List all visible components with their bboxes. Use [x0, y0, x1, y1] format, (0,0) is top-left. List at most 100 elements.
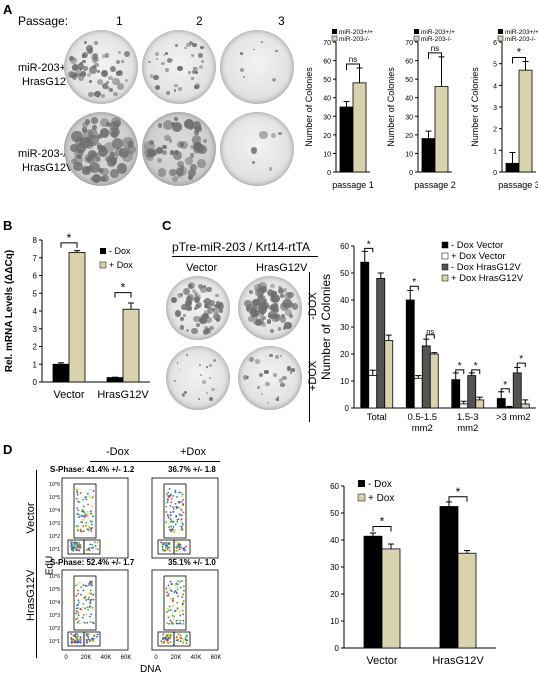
flow-event	[89, 543, 92, 546]
colony-dot	[99, 117, 110, 128]
bar	[368, 375, 378, 409]
colony-dot	[100, 93, 106, 99]
colony-dot	[189, 153, 195, 158]
colony-dot	[213, 358, 217, 362]
y-tick-label: 4	[33, 307, 38, 316]
flow-event	[169, 580, 172, 583]
flow-event	[161, 547, 164, 550]
colony-dot	[169, 150, 174, 155]
flow-event	[179, 614, 182, 617]
colony-dot	[185, 328, 190, 333]
flow-event	[177, 501, 180, 504]
edu-tick-label: 10^3	[49, 613, 60, 619]
c-category-label: >3 mm2	[496, 412, 531, 423]
edu-tick-label: 10^5	[49, 587, 60, 593]
flow-event	[87, 525, 90, 527]
legend-label: miR-203-/-	[505, 36, 536, 43]
y-tick-label: 4	[493, 83, 497, 90]
legend-label: miR-203-/-	[339, 36, 370, 43]
flow-event	[85, 613, 88, 616]
flow-event	[78, 601, 80, 604]
y-tick-label: 0	[335, 644, 340, 653]
colony-dot	[161, 61, 165, 65]
colony-dot	[276, 398, 279, 402]
colony-dot	[197, 397, 201, 401]
colony-dot	[83, 154, 93, 163]
significance-bracket	[516, 362, 526, 368]
significance-bracket	[500, 388, 510, 393]
colony-dot	[162, 150, 168, 156]
flow-event	[75, 497, 78, 500]
flow-event	[90, 530, 93, 533]
flow-event	[89, 604, 92, 607]
flow-event	[176, 547, 178, 549]
colony-dot	[117, 83, 124, 90]
colony-dot	[289, 371, 293, 374]
flow-event	[164, 547, 167, 549]
flow-event	[172, 622, 175, 625]
colony-dot	[278, 131, 282, 136]
bar	[434, 86, 449, 173]
flow-event	[165, 505, 168, 508]
colony-dot	[259, 130, 268, 140]
colony-dot	[179, 368, 182, 371]
flow-event	[172, 511, 175, 513]
flow-event	[175, 592, 178, 595]
flow-event	[175, 549, 178, 552]
flow-event	[169, 598, 172, 601]
colony-dot	[281, 313, 286, 318]
flow-event	[87, 584, 90, 587]
colony-dot	[100, 146, 106, 152]
colony-dot	[169, 168, 177, 177]
flow-event	[182, 548, 185, 551]
flow-event	[85, 515, 88, 517]
flow-event	[77, 614, 80, 617]
colony-dot	[200, 45, 204, 50]
colony-dot	[266, 401, 270, 405]
colony-dot	[125, 79, 129, 82]
flow-event	[77, 592, 80, 595]
edu-tick-label: 10^2	[49, 626, 60, 632]
y-tick-label: 0	[345, 404, 350, 413]
flow-event	[82, 518, 84, 521]
colony-dot	[266, 289, 275, 297]
flow-event	[79, 544, 81, 547]
c-category-label: Total	[367, 412, 387, 423]
significance-label: *	[519, 354, 523, 365]
flow-event	[80, 521, 83, 523]
colony-dot	[209, 363, 213, 367]
flow-event	[74, 639, 77, 642]
flow-event	[81, 616, 84, 619]
colony-dot	[252, 317, 260, 325]
colony-dot	[187, 306, 193, 312]
flow-event	[171, 614, 174, 617]
flow-event	[176, 521, 179, 523]
colony-dot	[109, 88, 113, 92]
y-tick-label: 50	[405, 77, 413, 84]
flow-event	[71, 544, 73, 547]
flow-event	[91, 621, 94, 624]
flow-event	[77, 611, 80, 614]
significance-label: ns	[431, 44, 439, 53]
colony-dot	[100, 128, 110, 138]
y-tick-label: 5	[33, 289, 38, 298]
flow-event	[177, 633, 180, 636]
flow-event	[89, 599, 92, 601]
flow-event	[180, 500, 183, 503]
colony-dot	[257, 318, 265, 325]
flow-event	[89, 621, 92, 623]
colony-dot	[257, 311, 264, 318]
colonies-axis-label: Number of Colonies	[304, 67, 314, 147]
colony-dot	[283, 321, 292, 330]
colony-dot	[144, 141, 155, 152]
legend-label: + Dox	[109, 260, 133, 270]
colony-dot	[77, 75, 84, 82]
colony-dot	[183, 390, 188, 394]
colony-dot	[156, 157, 162, 163]
sphase-hras-minus: S-Phase: 52.4% +/- 1.7	[50, 558, 135, 567]
bar	[459, 403, 469, 409]
flow-event	[176, 588, 179, 591]
colony-dot	[165, 67, 170, 72]
legend-label: + Dox Vector	[451, 251, 506, 262]
flow-event	[166, 548, 169, 551]
